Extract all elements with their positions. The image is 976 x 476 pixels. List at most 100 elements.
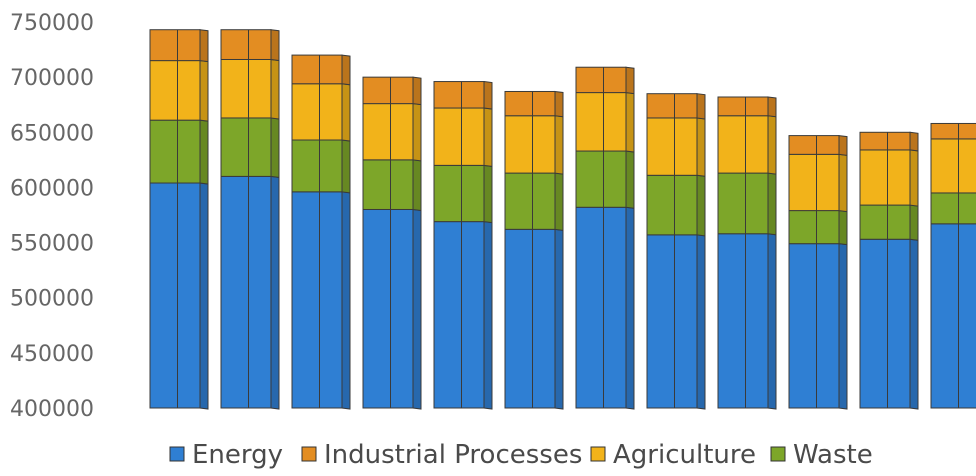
bar-segment-energy — [220, 175, 272, 409]
bar-side-energy — [412, 208, 422, 410]
bar-side-industrial-processes — [554, 90, 564, 118]
bar-stack — [646, 93, 706, 410]
bar-side-energy — [625, 206, 635, 410]
bar-segment-industrial-processes — [930, 122, 976, 140]
bar-side-energy — [909, 238, 919, 410]
bar-side-energy — [767, 233, 777, 410]
bar-segment-industrial-processes — [504, 90, 556, 117]
bar-side-industrial-processes — [909, 131, 919, 152]
legend-label: Industrial Processes — [324, 440, 582, 470]
bar-side-industrial-processes — [696, 93, 706, 120]
bar-side-agriculture — [554, 115, 564, 175]
legend-item-agriculture: Agriculture — [590, 440, 756, 470]
bar-side-agriculture — [341, 83, 351, 142]
bar-stack — [930, 122, 976, 409]
bar-segment-energy — [575, 206, 627, 409]
bar-side-energy — [341, 191, 351, 410]
bar-side-waste — [412, 159, 422, 212]
bar-segment-agriculture — [291, 83, 343, 141]
bar-side-waste — [341, 139, 351, 194]
bar-stack — [859, 131, 919, 410]
bar-segment-waste — [433, 164, 485, 223]
bar-segment-waste — [291, 139, 343, 193]
bar-segment-agriculture — [930, 138, 976, 194]
bar-segment-energy — [646, 234, 698, 409]
bar-side-industrial-processes — [625, 66, 635, 95]
bar-segment-waste — [717, 172, 769, 235]
bar-segment-industrial-processes — [433, 81, 485, 109]
bar-segment-energy — [362, 208, 414, 409]
y-axis-tick-label: 600000 — [10, 176, 94, 201]
legend-swatch — [169, 446, 185, 462]
bar-segment-agriculture — [149, 60, 201, 121]
bar-segment-waste — [646, 174, 698, 236]
bar-segment-industrial-processes — [788, 135, 840, 155]
bar-side-agriculture — [270, 58, 280, 120]
bar-side-industrial-processes — [270, 29, 280, 62]
bar-segment-waste — [788, 210, 840, 245]
legend-item-waste: Waste — [770, 440, 873, 470]
bar-side-waste — [767, 172, 777, 236]
bar-stack — [291, 54, 351, 410]
bar-segment-agriculture — [575, 92, 627, 152]
bar-stack — [575, 66, 635, 410]
bar-side-industrial-processes — [199, 29, 209, 63]
bar-segment-agriculture — [646, 117, 698, 176]
legend-label: Agriculture — [613, 440, 756, 470]
bar-segment-waste — [859, 204, 911, 240]
legend-label: Energy — [192, 440, 283, 470]
bar-stack — [362, 76, 422, 410]
bar-side-energy — [554, 228, 564, 410]
bar-segment-energy — [504, 228, 556, 409]
bar-side-energy — [483, 221, 493, 410]
bar-stack — [220, 29, 280, 410]
bar-segment-energy — [149, 182, 201, 409]
bar-segment-agriculture — [362, 103, 414, 161]
bar-segment-energy — [788, 243, 840, 409]
bar-side-waste — [554, 172, 564, 231]
bar-side-industrial-processes — [838, 135, 848, 156]
bar-side-waste — [838, 210, 848, 246]
legend-swatch — [590, 446, 606, 462]
bar-side-agriculture — [909, 149, 919, 207]
bar-segment-energy — [291, 191, 343, 409]
bar-segment-industrial-processes — [646, 93, 698, 119]
bar-side-agriculture — [696, 117, 706, 177]
bar-side-energy — [838, 243, 848, 410]
bar-side-industrial-processes — [483, 80, 493, 110]
bar-segment-agriculture — [717, 115, 769, 174]
y-axis-tick-label: 650000 — [10, 121, 94, 146]
bar-side-waste — [625, 150, 635, 209]
y-axis-tick-label: 550000 — [10, 232, 94, 257]
y-axis-tick-label: 400000 — [10, 397, 94, 422]
bar-segment-waste — [149, 119, 201, 184]
bar-segment-waste — [930, 192, 976, 225]
bar-segment-waste — [575, 150, 627, 208]
bar-segment-industrial-processes — [149, 29, 201, 62]
bar-side-energy — [696, 234, 706, 410]
bar-segment-agriculture — [504, 115, 556, 174]
bar-segment-industrial-processes — [717, 96, 769, 117]
bar-side-agriculture — [838, 153, 848, 213]
bar-segment-waste — [504, 172, 556, 230]
bar-segment-agriculture — [433, 107, 485, 166]
y-axis-tick-label: 500000 — [10, 287, 94, 312]
bar-segment-agriculture — [859, 149, 911, 206]
bar-side-industrial-processes — [767, 96, 777, 118]
bars-layer — [149, 29, 976, 410]
y-axis-tick-label: 750000 — [10, 11, 94, 36]
legend-swatch — [770, 446, 786, 462]
bar-segment-energy — [717, 233, 769, 409]
bar-segment-waste — [220, 117, 272, 177]
legend-label: Waste — [793, 440, 873, 470]
bar-segment-industrial-processes — [575, 66, 627, 94]
bar-side-waste — [696, 174, 706, 237]
bar-segment-energy — [930, 223, 976, 409]
bar-stack — [717, 96, 777, 410]
bar-stack — [788, 135, 848, 410]
legend-item-energy: Energy — [169, 440, 283, 470]
bar-side-agriculture — [199, 60, 209, 122]
legend: Energy Industrial Processes Agriculture Was… — [169, 440, 873, 470]
